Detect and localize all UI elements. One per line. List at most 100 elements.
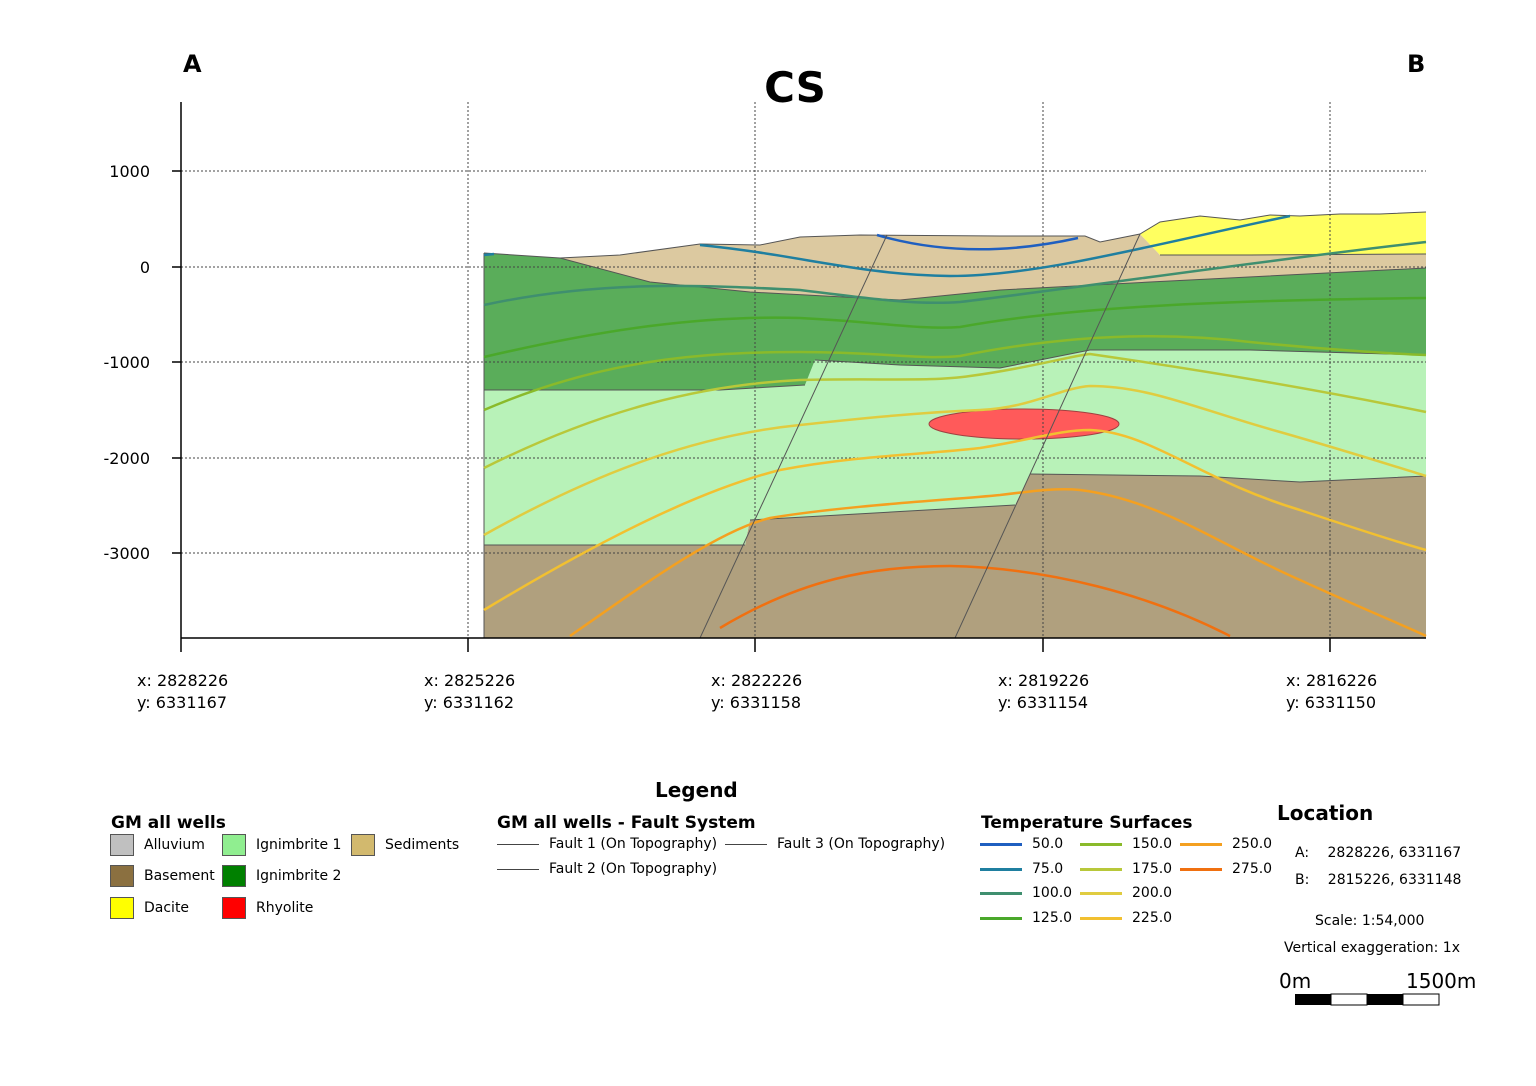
isotherm-225 bbox=[483, 428, 1427, 612]
isotherm-75 bbox=[483, 214, 1291, 278]
line-swatch bbox=[1080, 891, 1122, 895]
x-tick-y: y: 6331158 bbox=[711, 693, 802, 712]
location-a: A: 2828226, 6331167 bbox=[1295, 845, 1461, 861]
legend-label: Fault 1 (On Topography) bbox=[549, 836, 718, 852]
legend-item-temp: 250.0 bbox=[1180, 836, 1272, 852]
ignimbrite1-unit bbox=[484, 350, 1426, 545]
legend-item-temp: 275.0 bbox=[1180, 861, 1272, 877]
section-title: CS bbox=[764, 63, 826, 112]
legend-item-alluvium: Alluvium bbox=[110, 834, 205, 856]
x-tick-y: y: 6331154 bbox=[998, 693, 1089, 712]
legend-item-ignimbrite2: Ignimbrite 2 bbox=[222, 865, 341, 887]
x-tick-label: x: 2819226 y: 6331154 bbox=[998, 670, 1089, 714]
legend-label: 50.0 bbox=[1032, 836, 1064, 852]
legend-item-temp: 100.0 bbox=[980, 885, 1072, 901]
x-tick-x: x: 2819226 bbox=[998, 671, 1090, 690]
legend-label: Rhyolite bbox=[256, 900, 314, 916]
line-swatch bbox=[497, 843, 539, 845]
scale-bar-end-label: 1500m bbox=[1406, 969, 1477, 993]
line-swatch bbox=[1080, 916, 1122, 920]
location-a-label: A: bbox=[1295, 845, 1310, 861]
location-b-label: B: bbox=[1295, 872, 1310, 888]
isotherm-50 bbox=[876, 233, 1079, 251]
location-b: B: 2815226, 6331148 bbox=[1295, 872, 1461, 888]
legend-item-sediments: Sediments bbox=[351, 834, 459, 856]
rhyolite-body bbox=[928, 408, 1120, 440]
legend-label: Dacite bbox=[144, 900, 190, 916]
ignimbrite2-unit bbox=[484, 253, 1426, 390]
legend-item-ignimbrite1: Ignimbrite 1 bbox=[222, 834, 341, 856]
legend-item-temp: 200.0 bbox=[1080, 885, 1172, 901]
line-swatch bbox=[1080, 867, 1122, 871]
scale-bar bbox=[1295, 993, 1440, 1006]
legend-label: Sediments bbox=[385, 837, 460, 853]
units-legend-title: GM all wells bbox=[111, 813, 226, 833]
legend-item-basement: Basement bbox=[110, 865, 215, 887]
vertical-exaggeration: Vertical exaggeration: 1x bbox=[1284, 940, 1460, 956]
x-tick-x: x: 2828226 bbox=[137, 671, 229, 690]
legend-label: Basement bbox=[144, 868, 215, 884]
swatch bbox=[110, 834, 134, 856]
location-title: Location bbox=[1277, 801, 1374, 825]
x-tick-x: x: 2822226 bbox=[711, 671, 803, 690]
legend-label: Alluvium bbox=[144, 837, 205, 853]
fault-legend-title: GM all wells - Fault System bbox=[497, 813, 756, 833]
x-tick-y: y: 6331150 bbox=[1286, 693, 1377, 712]
line-swatch bbox=[1180, 842, 1222, 846]
y-tick-label: 0 bbox=[139, 258, 150, 277]
x-tick-label: x: 2825226 y: 6331162 bbox=[424, 670, 515, 714]
legend-item-fault-3: Fault 3 (On Topography) bbox=[725, 836, 945, 852]
legend-item-temp: 50.0 bbox=[980, 836, 1063, 852]
legend-item-dacite: Dacite bbox=[110, 897, 189, 919]
legend-item-temp: 125.0 bbox=[980, 910, 1072, 926]
line-swatch bbox=[1080, 842, 1122, 846]
location-b-coords: 2815226, 6331148 bbox=[1327, 872, 1462, 888]
isotherm-150 bbox=[483, 335, 1427, 412]
legend-label: 250.0 bbox=[1232, 836, 1273, 852]
swatch bbox=[110, 897, 134, 919]
swatch bbox=[222, 865, 246, 887]
swatch bbox=[351, 834, 375, 856]
legend-item-temp: 225.0 bbox=[1080, 910, 1172, 926]
x-tick-label: x: 2816226 y: 6331150 bbox=[1286, 670, 1377, 714]
legend-label: 275.0 bbox=[1232, 861, 1273, 877]
location-a-coords: 2828226, 6331167 bbox=[1327, 845, 1462, 861]
legend-label: Fault 2 (On Topography) bbox=[549, 861, 718, 877]
legend-label: 150.0 bbox=[1132, 836, 1173, 852]
swatch bbox=[110, 865, 134, 887]
y-tick-label: -2000 bbox=[103, 449, 151, 468]
line-swatch bbox=[980, 891, 1022, 895]
section-end-label: B bbox=[1407, 50, 1426, 78]
legend-item-temp: 175.0 bbox=[1080, 861, 1172, 877]
legend-label: 175.0 bbox=[1132, 861, 1173, 877]
legend-item-rhyolite: Rhyolite bbox=[222, 897, 313, 919]
dacite-unit bbox=[1140, 212, 1426, 255]
isotherm-175 bbox=[483, 352, 1427, 470]
legend-title: Legend bbox=[655, 778, 738, 802]
fault-line bbox=[699, 234, 888, 639]
x-tick-label: x: 2822226 y: 6331158 bbox=[711, 670, 802, 714]
legend-label: 125.0 bbox=[1032, 910, 1073, 926]
y-tick-label: -3000 bbox=[103, 544, 151, 563]
isotherm-275 bbox=[719, 564, 1231, 638]
legend-label: 100.0 bbox=[1032, 885, 1073, 901]
legend-label: Ignimbrite 1 bbox=[256, 837, 342, 853]
map-scale: Scale: 1:54,000 bbox=[1315, 913, 1425, 929]
isotherm-200 bbox=[483, 384, 1427, 537]
line-swatch bbox=[980, 867, 1022, 871]
temperature-legend-title: Temperature Surfaces bbox=[981, 813, 1193, 833]
swatch bbox=[222, 897, 246, 919]
scale-bar-start-label: 0m bbox=[1279, 969, 1312, 993]
x-tick-label: x: 2828226 y: 6331167 bbox=[137, 670, 228, 714]
legend-label: Fault 3 (On Topography) bbox=[777, 836, 946, 852]
section-start-label: A bbox=[183, 50, 202, 78]
legend-label: 75.0 bbox=[1032, 861, 1064, 877]
legend-item-temp: 75.0 bbox=[980, 861, 1063, 877]
legend-item-temp: 150.0 bbox=[1080, 836, 1172, 852]
line-swatch bbox=[980, 916, 1022, 920]
line-swatch bbox=[725, 843, 767, 845]
x-tick-x: x: 2816226 bbox=[1286, 671, 1378, 690]
legend-label: 200.0 bbox=[1132, 885, 1173, 901]
y-tick-label: 1000 bbox=[109, 162, 150, 181]
x-tick-y: y: 6331167 bbox=[137, 693, 228, 712]
